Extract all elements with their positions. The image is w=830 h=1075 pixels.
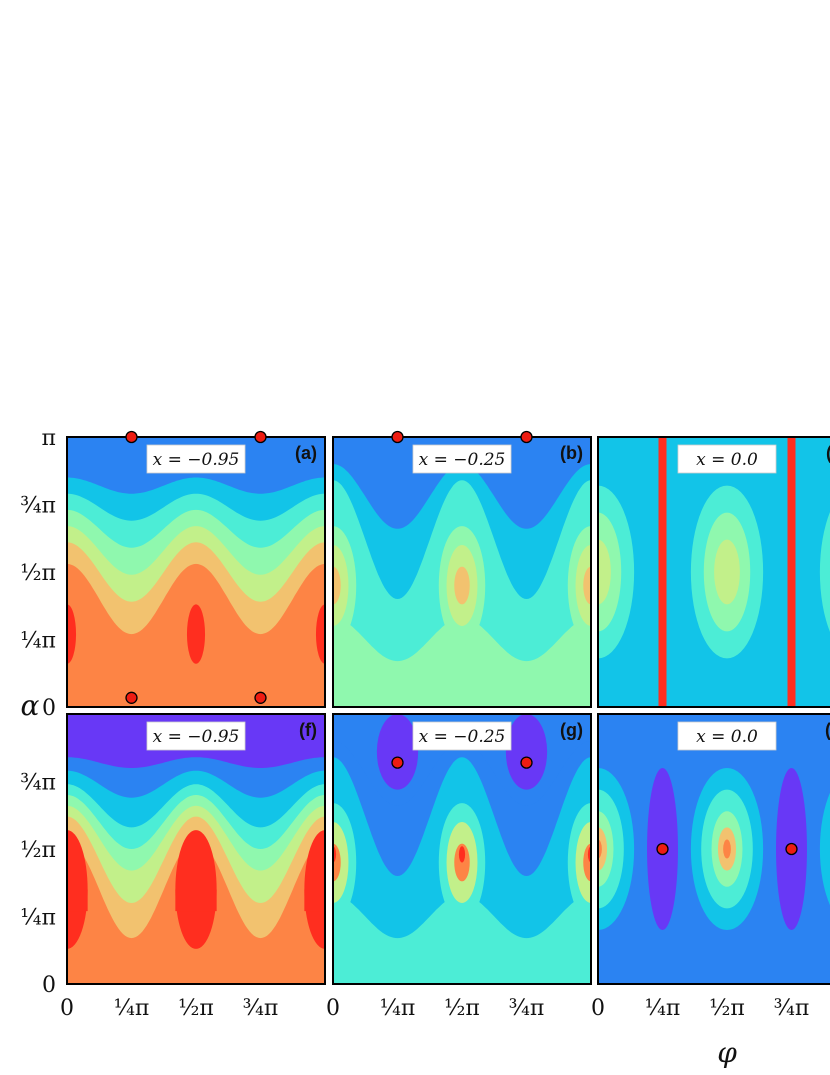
contour-lobe (819, 512, 830, 632)
panel-f: x = −0.95 (f) (66, 691, 326, 985)
x-tick-label: ¼π (380, 996, 416, 1021)
param-label: x = −0.95 (153, 450, 240, 470)
minimum-marker (785, 842, 798, 856)
param-label: x = 0.0 (696, 450, 758, 470)
y-tick-label: 0 (42, 696, 56, 721)
param-label: x = 0.0 (696, 727, 758, 747)
x-tick-label: ¾π (774, 996, 810, 1021)
minimum-marker (520, 430, 533, 444)
x-axis-label: φ (717, 1036, 737, 1069)
contour-band (333, 894, 591, 984)
contour-trough (505, 714, 548, 790)
contour-peak (458, 846, 466, 863)
panel-frame (332, 713, 592, 985)
contour-stripe (787, 437, 796, 707)
minimum-marker (391, 430, 404, 444)
param-box (146, 721, 246, 751)
panel-contours-c (598, 437, 830, 707)
x-tick-label: ¼π (114, 996, 150, 1021)
minimum-marker (125, 691, 138, 704)
y-tick-label: ¾π (20, 771, 56, 796)
x-tick-label: ¾π (509, 996, 545, 1021)
panel-frame (66, 436, 326, 708)
param-label: x = −0.95 (153, 727, 240, 747)
panel-tag: (c) (826, 443, 830, 463)
minimum-marker (391, 756, 404, 769)
panel-frame (597, 436, 830, 708)
param-box (677, 444, 777, 474)
x-tick-label: 0 (60, 996, 74, 1021)
y-tick-label: 0 (42, 973, 56, 998)
contour-peak (315, 604, 325, 664)
contour-stripe (658, 437, 667, 707)
contour-peak (175, 889, 217, 912)
param-label: x = −0.25 (419, 727, 506, 747)
x-tick-label: ¼π (645, 996, 681, 1021)
contour-trough (376, 714, 419, 790)
y-tick-label: ½π (20, 561, 56, 586)
y-tick-label: π (42, 426, 56, 451)
panel-contours-b (333, 437, 591, 707)
contour-lobe (819, 792, 830, 906)
minimum-marker (125, 430, 138, 444)
panel-frame (597, 713, 830, 985)
panel-b: x = −0.25 (b) (332, 430, 592, 708)
contour-band (333, 617, 591, 707)
x-tick-label: ¾π (243, 996, 279, 1021)
param-box (677, 721, 777, 751)
x-tick-label: ½π (709, 996, 745, 1021)
x-tick-label: ½π (444, 996, 480, 1021)
panel-a: x = −0.95 (a) (66, 430, 326, 708)
panel-frame (332, 436, 592, 708)
panel-tag: (b) (560, 443, 583, 463)
panel-contours-f (67, 714, 325, 984)
x-tick-label: 0 (591, 996, 605, 1021)
panel-tag: (f) (299, 720, 317, 740)
contour-peak (304, 889, 325, 912)
y-axis-label: α (21, 689, 40, 722)
panel-tag: (a) (295, 443, 317, 463)
panel-contours-g (333, 714, 591, 984)
panel-contours-a (67, 437, 325, 707)
y-tick-label: ¾π (20, 494, 56, 519)
panel-h: x = 0.0 (h) (597, 713, 830, 985)
panel-g: x = −0.25 (g) (332, 713, 592, 985)
param-box (146, 444, 246, 474)
minimum-marker (254, 430, 267, 444)
contour-peak (67, 889, 88, 912)
contour-peak (583, 566, 591, 605)
contour-peak (454, 566, 470, 605)
minimum-marker (520, 756, 533, 769)
y-tick-label: ¼π (20, 906, 56, 931)
contour-peak (186, 604, 206, 664)
contour-peak (333, 566, 341, 605)
x-tick-label: ½π (178, 996, 214, 1021)
contour-peak (723, 839, 731, 859)
contour-peak (714, 539, 740, 605)
panel-tag: (h) (825, 720, 830, 740)
contour-peak (67, 604, 77, 664)
panel-frame (66, 713, 326, 985)
panel-tag: (g) (560, 720, 583, 740)
param-box (412, 444, 512, 474)
panel-c: x = 0.0 (c) (597, 436, 830, 708)
minimum-marker (656, 842, 669, 856)
contour-peak (598, 827, 608, 871)
param-box (412, 721, 512, 751)
y-tick-label: ½π (20, 838, 56, 863)
param-label: x = −0.25 (419, 450, 506, 470)
contour-peak (598, 539, 611, 605)
minimum-marker (254, 691, 267, 704)
y-tick-label: ¼π (20, 629, 56, 654)
x-tick-label: 0 (326, 996, 340, 1021)
